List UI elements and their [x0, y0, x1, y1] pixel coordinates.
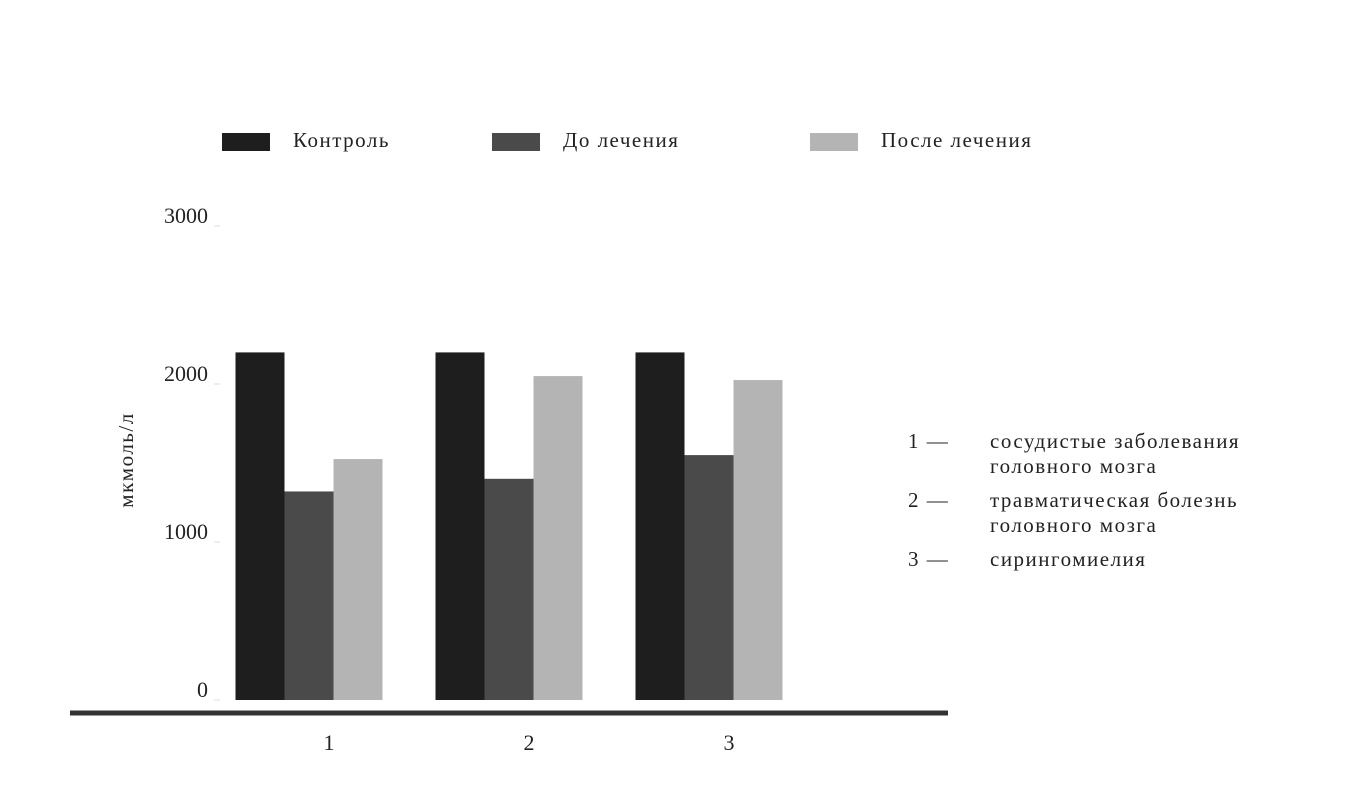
- legend-label: После лечения: [881, 128, 1032, 152]
- note-text: головного мозга: [990, 454, 1157, 478]
- bar: [684, 455, 734, 700]
- note-text: сосудистые заболевания: [990, 429, 1240, 453]
- bar: [235, 352, 285, 700]
- legend-label: Контроль: [293, 128, 390, 152]
- legend-swatch: [810, 133, 858, 151]
- note-text: головного мозга: [990, 513, 1157, 537]
- bar: [333, 459, 383, 700]
- note-key: 2 —: [908, 488, 949, 512]
- x-tick-label: 3: [724, 730, 735, 755]
- note-key: 1 —: [908, 429, 949, 453]
- note-text: сирингомиелия: [990, 547, 1146, 571]
- legend-swatch: [222, 133, 270, 151]
- note-text: травматическая болезнь: [990, 488, 1238, 512]
- y-tick-label: 1000: [164, 519, 208, 544]
- y-tick-label: 2000: [164, 361, 208, 386]
- x-tick-label: 1: [324, 730, 335, 755]
- legend-swatch: [492, 133, 540, 151]
- note-key: 3 —: [908, 547, 949, 571]
- x-tick-label: 2: [524, 730, 535, 755]
- legend-label: До лечения: [563, 128, 679, 152]
- bar: [533, 376, 583, 700]
- bar: [435, 352, 485, 700]
- bar: [484, 478, 534, 700]
- y-tick-label: 3000: [164, 203, 208, 228]
- bar: [635, 352, 685, 700]
- y-axis-label: мкмоль/л: [114, 412, 138, 507]
- bar: [733, 380, 783, 700]
- y-tick-label: 0: [197, 677, 208, 702]
- bar: [284, 491, 334, 700]
